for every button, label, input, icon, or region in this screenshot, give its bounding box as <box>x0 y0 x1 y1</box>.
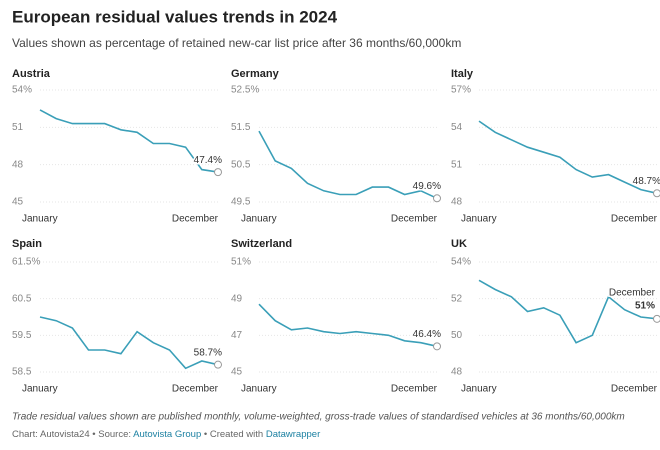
x-tick-label: December <box>391 384 438 395</box>
source-text: • <box>204 429 207 440</box>
x-tick-label: January <box>461 214 497 225</box>
y-tick-label: 60.5 <box>12 293 32 304</box>
y-tick-label: 51 <box>12 122 24 133</box>
panel-title: Switzerland <box>231 238 292 250</box>
y-tick-label: 48 <box>451 367 463 378</box>
y-tick-label: 45 <box>231 367 243 378</box>
x-tick-label: January <box>241 384 277 395</box>
x-tick-label: January <box>22 214 58 225</box>
y-tick-label: 52 <box>451 293 463 304</box>
y-tick-label: 54% <box>12 85 32 96</box>
data-line <box>259 304 437 346</box>
end-point <box>654 315 660 322</box>
x-tick-label: January <box>461 384 497 395</box>
chart-subtitle: Values shown as percentage of retained n… <box>12 36 461 50</box>
x-tick-label: January <box>22 384 58 395</box>
chart-source: Chart: Autovista24 • Source: Autovista G… <box>12 429 320 440</box>
data-line <box>479 121 657 193</box>
y-tick-label: 52.5% <box>231 85 259 96</box>
source-link[interactable]: Datawrapper <box>266 429 320 440</box>
panel-title: Italy <box>451 68 474 80</box>
panel-title: Austria <box>12 68 51 80</box>
y-tick-label: 49 <box>231 293 243 304</box>
y-tick-label: 57% <box>451 85 471 96</box>
data-line <box>40 317 218 368</box>
value-label: 47.4% <box>194 155 222 166</box>
value-label: 48.7% <box>633 176 660 187</box>
data-line <box>259 131 437 198</box>
panel-title: UK <box>451 238 467 250</box>
x-tick-label: December <box>172 214 219 225</box>
y-tick-label: 50 <box>451 330 463 341</box>
value-label: 46.4% <box>413 329 441 340</box>
panel-title: Germany <box>231 68 280 80</box>
source-text: Source: <box>98 429 131 440</box>
y-tick-label: 61.5% <box>12 257 40 268</box>
x-tick-label: December <box>611 384 658 395</box>
y-tick-label: 50.5 <box>231 159 251 170</box>
value-label: 49.6% <box>413 181 441 192</box>
y-tick-label: 51.5 <box>231 122 251 133</box>
annotation: December <box>609 287 656 298</box>
y-tick-label: 58.5 <box>12 367 32 378</box>
y-tick-label: 54% <box>451 257 471 268</box>
y-tick-label: 47 <box>231 330 243 341</box>
y-tick-label: 59.5 <box>12 330 32 341</box>
source-text: • <box>92 429 95 440</box>
source-text: Chart: Autovista24 <box>12 429 90 440</box>
y-tick-label: 54 <box>451 122 463 133</box>
y-tick-label: 45 <box>12 197 24 208</box>
data-line <box>40 110 218 172</box>
end-point <box>654 190 660 197</box>
x-tick-label: January <box>241 214 277 225</box>
panel-title: Spain <box>12 238 42 250</box>
chart-note: Trade residual values shown are publishe… <box>12 412 625 423</box>
y-tick-label: 49.5 <box>231 197 251 208</box>
end-point <box>215 361 222 368</box>
end-point <box>434 195 441 202</box>
x-tick-label: December <box>172 384 219 395</box>
value-label: 51% <box>635 300 655 311</box>
y-tick-label: 51 <box>451 159 463 170</box>
x-tick-label: December <box>611 214 658 225</box>
y-tick-label: 51% <box>231 257 251 268</box>
end-point <box>215 169 222 176</box>
end-point <box>434 343 441 350</box>
y-tick-label: 48 <box>451 197 463 208</box>
value-label: 58.7% <box>194 347 222 358</box>
source-text: Created with <box>210 429 263 440</box>
y-tick-label: 48 <box>12 159 24 170</box>
chart-title: European residual values trends in 2024 <box>12 7 338 26</box>
x-tick-label: December <box>391 214 438 225</box>
source-link[interactable]: Autovista Group <box>133 429 201 440</box>
